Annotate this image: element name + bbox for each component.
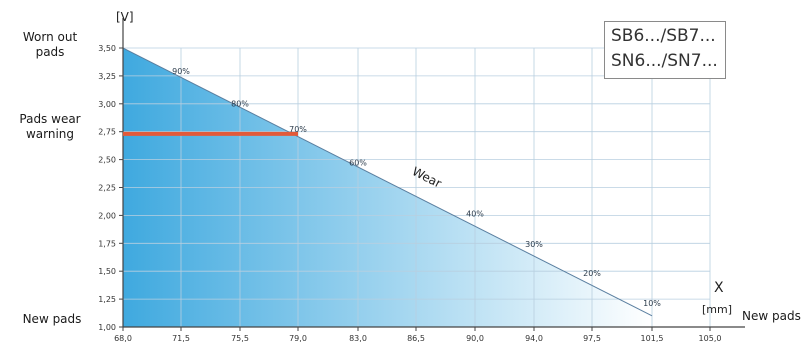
x-tick-label: 90,0 [466, 334, 484, 343]
x-tick-label: 97,5 [583, 334, 601, 343]
y-tick-label: 1,25 [98, 295, 116, 304]
curve-label: Wear [410, 164, 444, 190]
new-pads-right-label: New pads [742, 309, 801, 323]
x-tick-label: 94,0 [525, 334, 543, 343]
pads-wear-warning-label: Pads wear warning [19, 112, 81, 141]
x-unit-label: [mm] [702, 303, 732, 316]
y-tick-label: 1,50 [98, 267, 116, 276]
x-tick-label: 83,0 [349, 334, 367, 343]
y-tick-label: 3,00 [98, 100, 116, 109]
x-tick-label: 71,5 [172, 334, 190, 343]
y-tick-label: 3,25 [98, 72, 116, 81]
y-tick-label: 1,00 [98, 323, 116, 332]
y-tick-label: 2,50 [98, 156, 116, 165]
x-tick-label: 79,0 [289, 334, 307, 343]
wear-point-label: 30% [525, 240, 543, 249]
x-axis-label: X [714, 280, 724, 296]
new-pads-left-label: New pads [22, 312, 82, 326]
x-tick-label: 68,0 [114, 334, 132, 343]
y-tick-label: 3,50 [98, 44, 116, 53]
model-line-2: SN6.../SN7... [611, 51, 718, 71]
wear-point-label: 10% [643, 299, 661, 308]
wear-point-label: 20% [583, 269, 601, 278]
model-line-1: SB6.../SB7... [611, 26, 716, 46]
y-tick-label: 2,75 [98, 128, 116, 137]
x-tick-label: 86,5 [407, 334, 425, 343]
wear-point-label: 70% [289, 125, 307, 134]
wear-line [122, 47, 653, 317]
x-tick-label: 75,5 [231, 334, 249, 343]
wear-point-label: 90% [172, 67, 190, 76]
y-tick-label: 2,25 [98, 184, 116, 193]
wear-point-label: 80% [231, 99, 249, 108]
model-box: SB6.../SB7... SN6.../SN7... [604, 21, 726, 79]
plot-area: 1,00 1,25 1,50 1,75 2,00 2,25 2,50 2,75 3,00 3,25… [98, 10, 745, 343]
x-tick-label: 105,0 [699, 334, 722, 343]
wear-point-label: 60% [349, 158, 367, 167]
wear-point-label: 40% [466, 210, 484, 219]
y-tick-label: 2,00 [98, 211, 116, 220]
y-unit-label: [V] [116, 10, 134, 24]
worn-out-pads-label: Worn out pads [22, 30, 78, 59]
y-tick-label: 1,75 [98, 239, 116, 248]
x-tick-label: 101,5 [641, 334, 664, 343]
